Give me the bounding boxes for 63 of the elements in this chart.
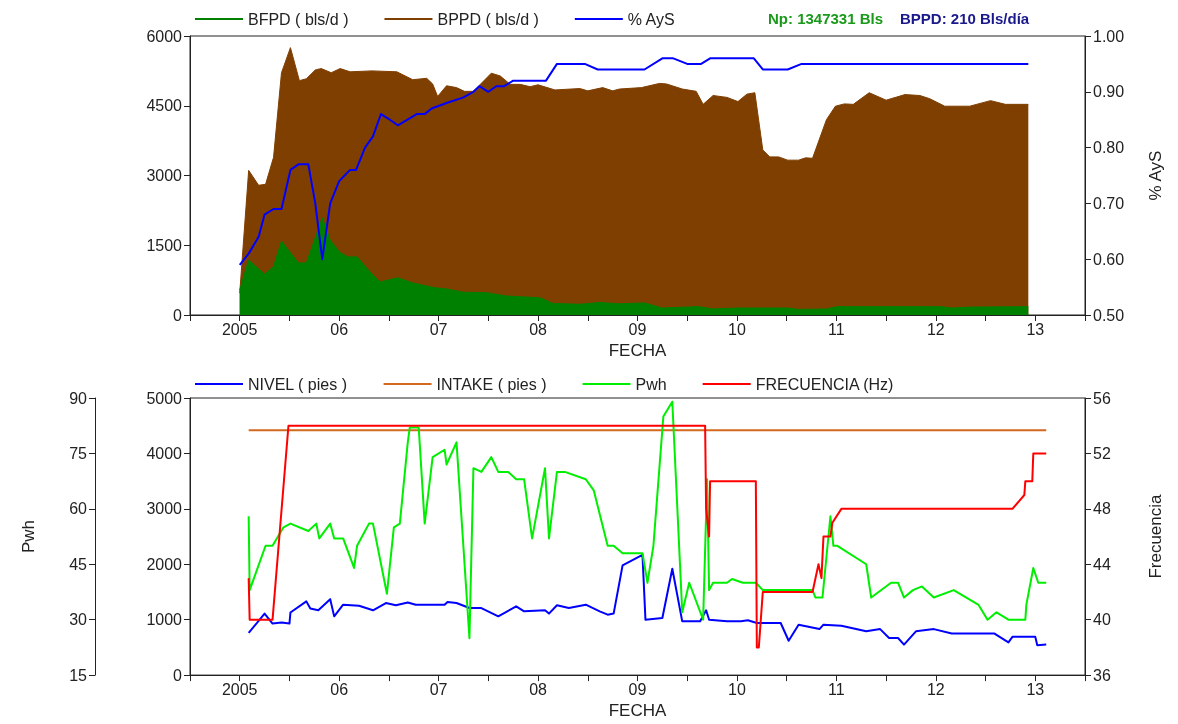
y2-tick-label: 44 — [1093, 555, 1111, 573]
y2-tick-label: 1.00 — [1093, 27, 1125, 45]
y-tick-label: 1500 — [146, 236, 183, 254]
x-tick-label: 2005 — [221, 680, 258, 698]
y2-tick-label: 56 — [1093, 389, 1111, 407]
x-tick-label: 07 — [429, 680, 448, 698]
y2-tick-label: 0.90 — [1093, 83, 1125, 101]
text: Np: 1347331 Bls — [768, 10, 884, 27]
legend-label: NIVEL ( pies ) — [248, 375, 347, 393]
y3-tick-label: 90 — [69, 389, 88, 407]
y-tick-label: 5000 — [146, 389, 183, 407]
text: BPPD: 210 Bls/día — [900, 10, 1030, 27]
legend-label: INTAKE ( pies ) — [436, 375, 547, 393]
y3-tick-label: 60 — [69, 500, 88, 518]
y3-axis-title: Pwh — [19, 520, 38, 554]
y2-axis-title: Frecuencia — [1146, 493, 1165, 579]
y2-tick-label: 52 — [1093, 444, 1111, 462]
x-tick-label: 08 — [529, 680, 548, 698]
x-tick-label: 11 — [828, 680, 845, 698]
y2-tick-label: 0.50 — [1093, 306, 1125, 324]
y2-tick-label: 48 — [1093, 500, 1111, 518]
x-tick-label: 10 — [728, 680, 746, 698]
x-tick-label: 06 — [330, 680, 349, 698]
line-series — [247, 553, 1048, 647]
y-tick-label: 0 — [173, 306, 183, 324]
legend-label: BPPD ( bls/d ) — [437, 10, 539, 28]
x-tick-label: 06 — [330, 320, 349, 338]
y-tick-label: 0 — [173, 666, 183, 684]
y2-tick-label: 36 — [1093, 666, 1111, 684]
x-axis-title: FECHA — [608, 340, 667, 360]
line-series — [238, 57, 1030, 266]
y3-tick-label: 45 — [69, 555, 88, 573]
x-tick-label: 12 — [926, 680, 945, 698]
legend-label: % AyS — [627, 10, 675, 28]
x-tick-label: 2005 — [221, 320, 258, 338]
y-tick-label: 2000 — [146, 555, 183, 573]
y-tick-label: 1000 — [146, 611, 183, 629]
x-tick-label: 09 — [628, 320, 647, 338]
y3-tick-label: 30 — [69, 611, 88, 629]
legend-label: Pwh — [635, 375, 667, 393]
y3-tick-label: 75 — [69, 444, 88, 462]
x-tick-label: 07 — [429, 320, 448, 338]
y-tick-label: 3000 — [146, 500, 183, 518]
x-tick-label: 13 — [1026, 320, 1045, 338]
legend-label: FRECUENCIA (Hz) — [755, 375, 894, 393]
y-tick-label: 4500 — [146, 97, 183, 115]
x-tick-label: 08 — [529, 320, 548, 338]
x-tick-label: 13 — [1026, 680, 1045, 698]
legend-label: BFPD ( bls/d ) — [248, 10, 349, 28]
y-tick-label: 3000 — [146, 167, 183, 184]
x-axis-title: FECHA — [608, 701, 667, 720]
y2-tick-label: 0.70 — [1093, 194, 1125, 212]
y-tick-label: 4000 — [146, 444, 183, 462]
x-tick-label: 12 — [926, 320, 945, 338]
y2-tick-label: 40 — [1093, 611, 1111, 629]
x-tick-label: 11 — [828, 320, 845, 338]
x-tick-label: 09 — [628, 680, 647, 698]
y2-axis-title: % AyS — [1146, 150, 1165, 201]
x-tick-label: 10 — [728, 320, 746, 338]
y-tick-label: 6000 — [146, 27, 183, 45]
y3-tick-label: 15 — [69, 666, 88, 684]
y2-tick-label: 0.80 — [1093, 139, 1125, 157]
y2-tick-label: 0.60 — [1093, 250, 1125, 268]
